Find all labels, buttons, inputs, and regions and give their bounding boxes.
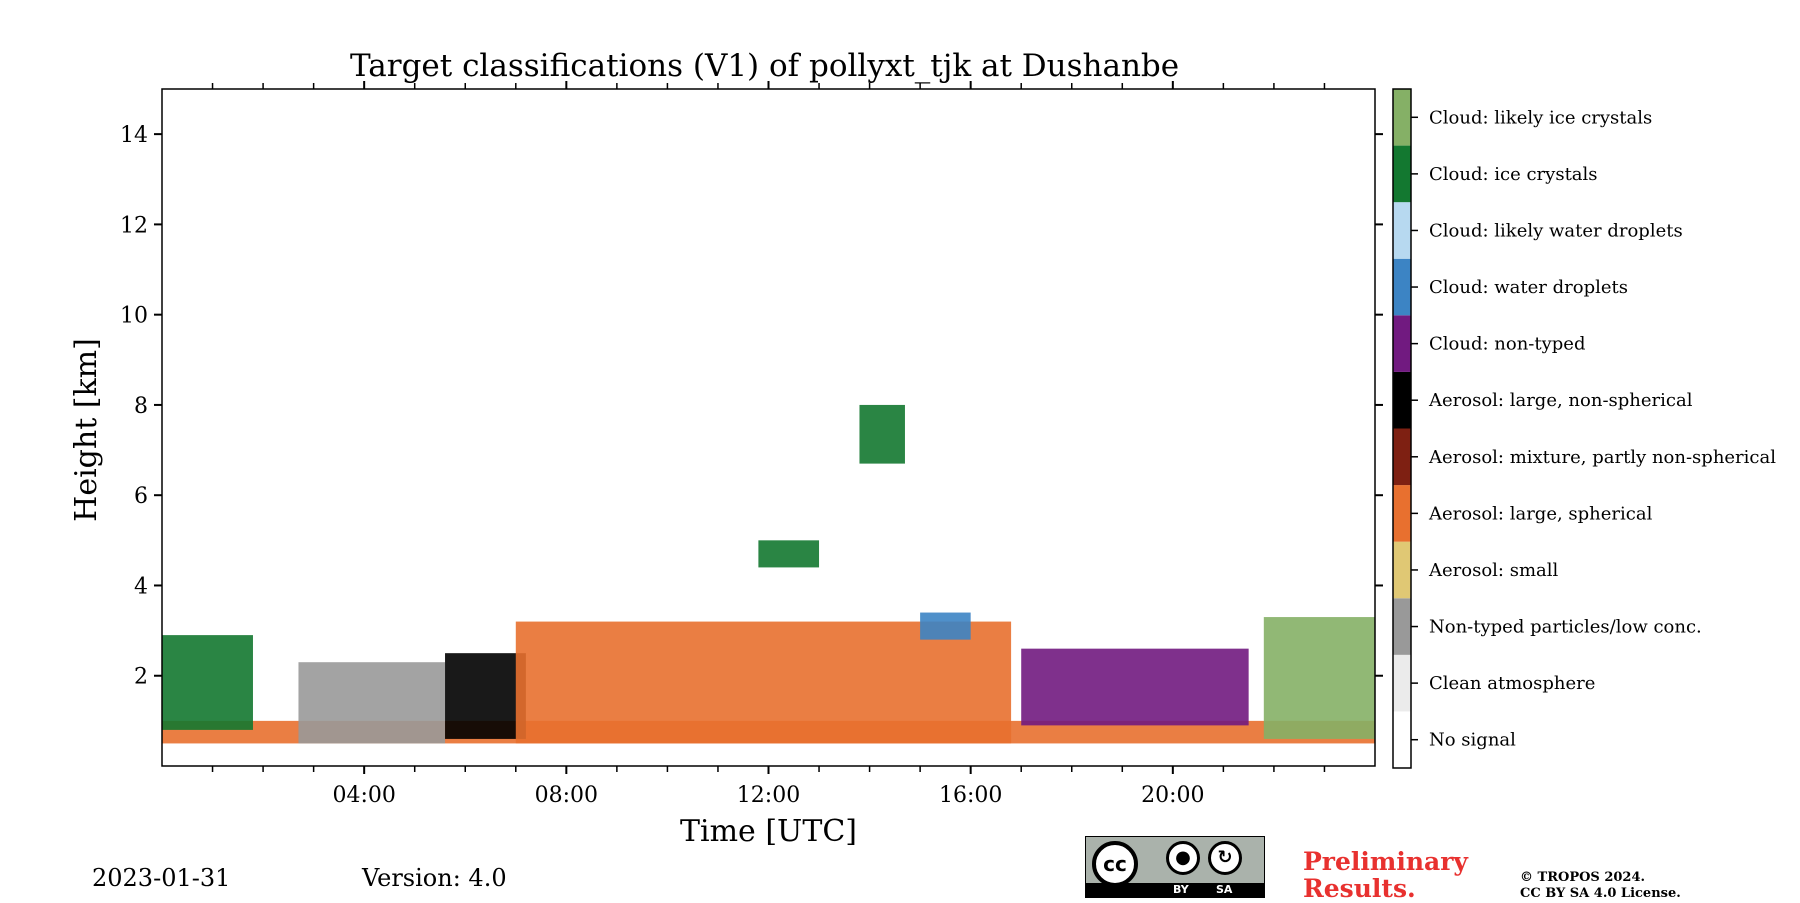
cc-sa-label: SA [1216,883,1233,896]
cc-icon: cc [1092,841,1138,887]
x-axis-label: Time [UTC] [680,814,857,849]
legend-label: Aerosol: large, spherical [1428,503,1653,524]
legend-label: Clean atmosphere [1429,673,1595,694]
region-6 [859,404,905,464]
colorbar-segment [1393,202,1411,259]
region-7 [758,540,820,568]
region-8 [1021,648,1249,726]
cc-by-label: BY [1173,883,1189,896]
region-3 [445,653,526,739]
colorbar-segment [1393,89,1411,146]
copyright-note: © TROPOS 2024. CC BY SA 4.0 License. [1520,870,1681,902]
legend-label: Cloud: water droplets [1429,277,1628,298]
y-tick-label: 10 [120,304,148,329]
region-2 [298,662,446,744]
region-9 [1263,617,1375,739]
y-tick-label: 2 [134,665,148,690]
legend-label: Cloud: ice crystals [1429,164,1598,185]
x-tick-label: 04:00 [332,783,395,808]
legend-label: Aerosol: large, non-spherical [1428,390,1693,411]
legend-label: Non-typed particles/low conc. [1429,617,1702,638]
copyright-line-2: CC BY SA 4.0 License. [1520,886,1681,901]
colorbar-segment [1393,428,1411,486]
colorbar-segment [1393,711,1411,768]
colorbar-segment [1393,145,1411,203]
region-4 [515,621,1012,744]
legend-label: Cloud: non-typed [1429,334,1585,355]
legend-label: Aerosol: small [1428,560,1559,581]
y-tick-label: 4 [134,574,148,599]
legend-label: Cloud: likely water droplets [1429,220,1683,241]
legend-label: No signal [1429,730,1516,751]
preliminary-line-1: Preliminary [1303,847,1468,876]
region-1 [162,635,253,730]
colorbar-frame [1392,88,1412,769]
y-tick-label: 8 [134,394,148,419]
cc-license-badge: cc ● ↻ BY SA [1085,836,1265,898]
chart-title: Target classifications (V1) of pollyxt_t… [350,48,1180,84]
colorbar-segment [1393,654,1411,712]
x-tick-label: 16:00 [939,783,1002,808]
share-alike-icon: ↻ [1208,841,1242,875]
y-tick-label: 6 [134,484,148,509]
y-tick-label: 14 [120,123,148,148]
colorbar: No signal Clean atmosphere Non-typed parti… [1392,88,1776,769]
version-label: Version: 4.0 [362,864,507,892]
cc-badge-strip: BY SA [1086,883,1264,897]
x-tick-label: 20:00 [1141,783,1204,808]
x-tick-label: 12:00 [737,783,800,808]
person-icon: ● [1166,841,1200,875]
colorbar-segment [1393,258,1411,316]
y-axis-label: Height [km] [69,338,104,522]
y-tick-label: 12 [120,213,148,238]
classification-regions [162,404,1375,744]
legend-label: Cloud: likely ice crystals [1429,107,1652,128]
preliminary-results-note: Preliminary Results. [1303,848,1468,902]
region-5 [920,612,971,640]
date-label: 2023-01-31 [92,864,231,892]
preliminary-line-2: Results. [1303,874,1416,903]
colorbar-segment [1393,598,1411,655]
x-tick-label: 08:00 [535,783,598,808]
legend-label: Aerosol: mixture, partly non-spherical [1428,447,1776,468]
colorbar-segment [1393,485,1411,542]
copyright-line-1: © TROPOS 2024. [1520,870,1646,885]
colorbar-segment [1393,371,1411,429]
colorbar-segment [1393,315,1411,372]
colorbar-segment [1393,541,1411,599]
